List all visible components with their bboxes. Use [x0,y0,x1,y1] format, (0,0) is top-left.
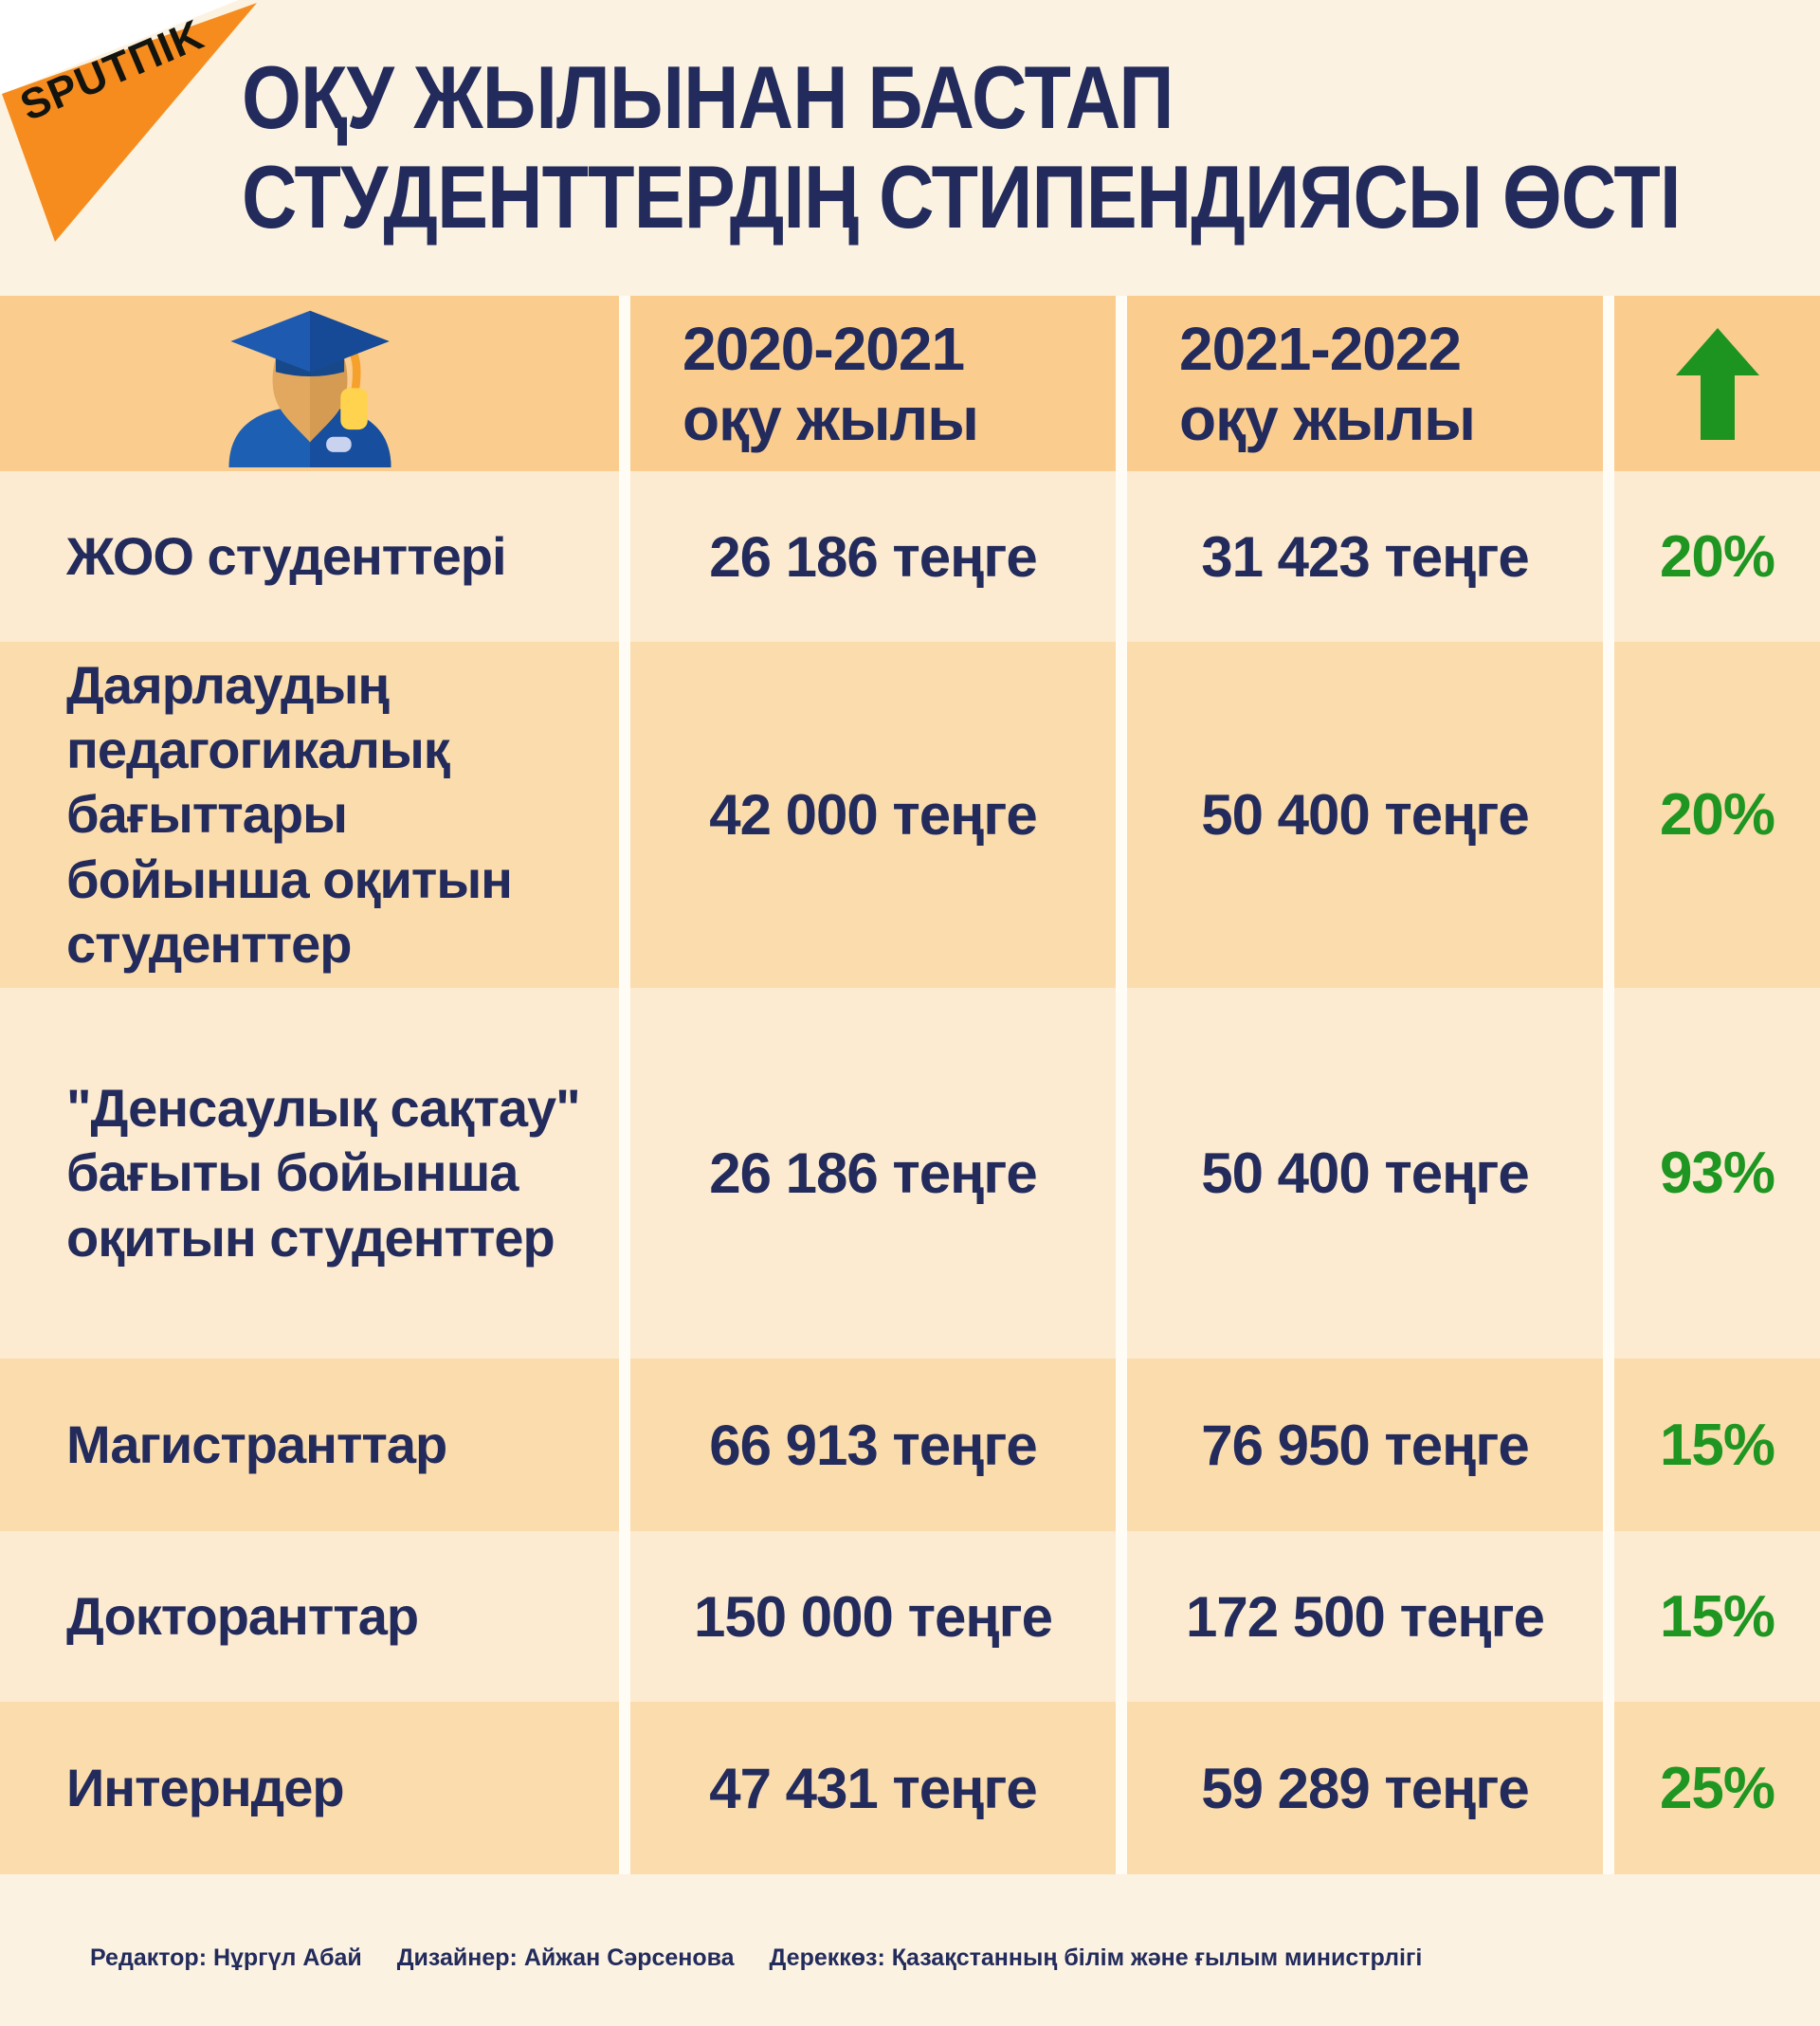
year-2020-2021-line2: оқу жылы [682,384,979,453]
credit-editor: Редактор: Нұргүл Абай [90,1944,362,1971]
row-label: "Денсаулық сақтау" бағыты бойынша оқитын… [0,988,619,1359]
value-2021-2022: 31 423 теңге [1127,471,1603,642]
title-line-2: СТУДЕНТТЕРДІҢ СТИПЕНДИЯСЫ ӨСТІ [242,147,1681,246]
credit-designer: Дизайнер: Айжан Сәрсенова [396,1944,735,1971]
growth-percent: 20% [1614,642,1820,988]
year-2021-2022-line1: 2021-2022 [1179,314,1462,383]
value-2021-2022: 76 950 теңге [1127,1359,1603,1531]
title-line-1: ОҚУ ЖЫЛЫНАН БАСТАП [242,47,1174,147]
value-2020-2021: 66 913 теңге [630,1359,1116,1531]
year-2020-2021-line1: 2020-2021 [682,314,965,383]
growth-percent: 15% [1614,1531,1820,1702]
value-2020-2021: 26 186 теңге [630,988,1116,1359]
graduate-student-icon [202,305,418,471]
header-cell-year-2020-2021: 2020-2021 оқу жылы [630,296,1116,471]
value-2020-2021: 47 431 теңге [630,1702,1116,1874]
stipend-table: 2020-2021 оқу жылы 2021-2022 оқу жылы ЖО… [0,296,1820,1874]
sputnik-logo: SPUTΠIK [0,0,257,242]
year-2021-2022-line2: оқу жылы [1179,384,1476,453]
value-2021-2022: 59 289 теңге [1127,1702,1603,1874]
value-2020-2021: 26 186 теңге [630,471,1116,642]
header-cell-year-2021-2022: 2021-2022 оқу жылы [1127,296,1603,471]
row-label: ЖОО студенттері [0,471,619,642]
masthead: SPUTΠIK ОҚУ ЖЫЛЫНАН БАСТАП СТУДЕНТТЕРДІҢ… [0,0,1820,296]
growth-percent: 93% [1614,988,1820,1359]
value-2021-2022: 50 400 теңге [1127,988,1603,1359]
value-2021-2022: 50 400 теңге [1127,642,1603,988]
row-label: Даярлаудың педагогикалық бағыттары бойын… [0,642,619,988]
row-label: Докторанттар [0,1531,619,1702]
value-2020-2021: 42 000 теңге [630,642,1116,988]
row-label: Магистранттар [0,1359,619,1531]
logo-orange-triangle [2,3,257,242]
footer-credits: Редактор: Нұргүл Абай Дизайнер: Айжан Сә… [0,1874,1820,2026]
logo-white-corner [0,0,239,95]
value-2021-2022: 172 500 теңге [1127,1531,1603,1702]
header-cell-categories [0,296,619,471]
growth-percent: 15% [1614,1359,1820,1531]
row-label: Интерндер [0,1702,619,1874]
growth-percent: 25% [1614,1702,1820,1874]
growth-percent: 20% [1614,471,1820,642]
green-up-arrow-icon [1675,327,1759,440]
value-2020-2021: 150 000 теңге [630,1531,1116,1702]
page-title: ОҚУ ЖЫЛЫНАН БАСТАП СТУДЕНТТЕРДІҢ СТИПЕНД… [242,47,1681,246]
header-cell-growth [1614,296,1820,471]
credit-source: Дереккөз: Қазақстанның білім және ғылым … [769,1944,1423,1971]
